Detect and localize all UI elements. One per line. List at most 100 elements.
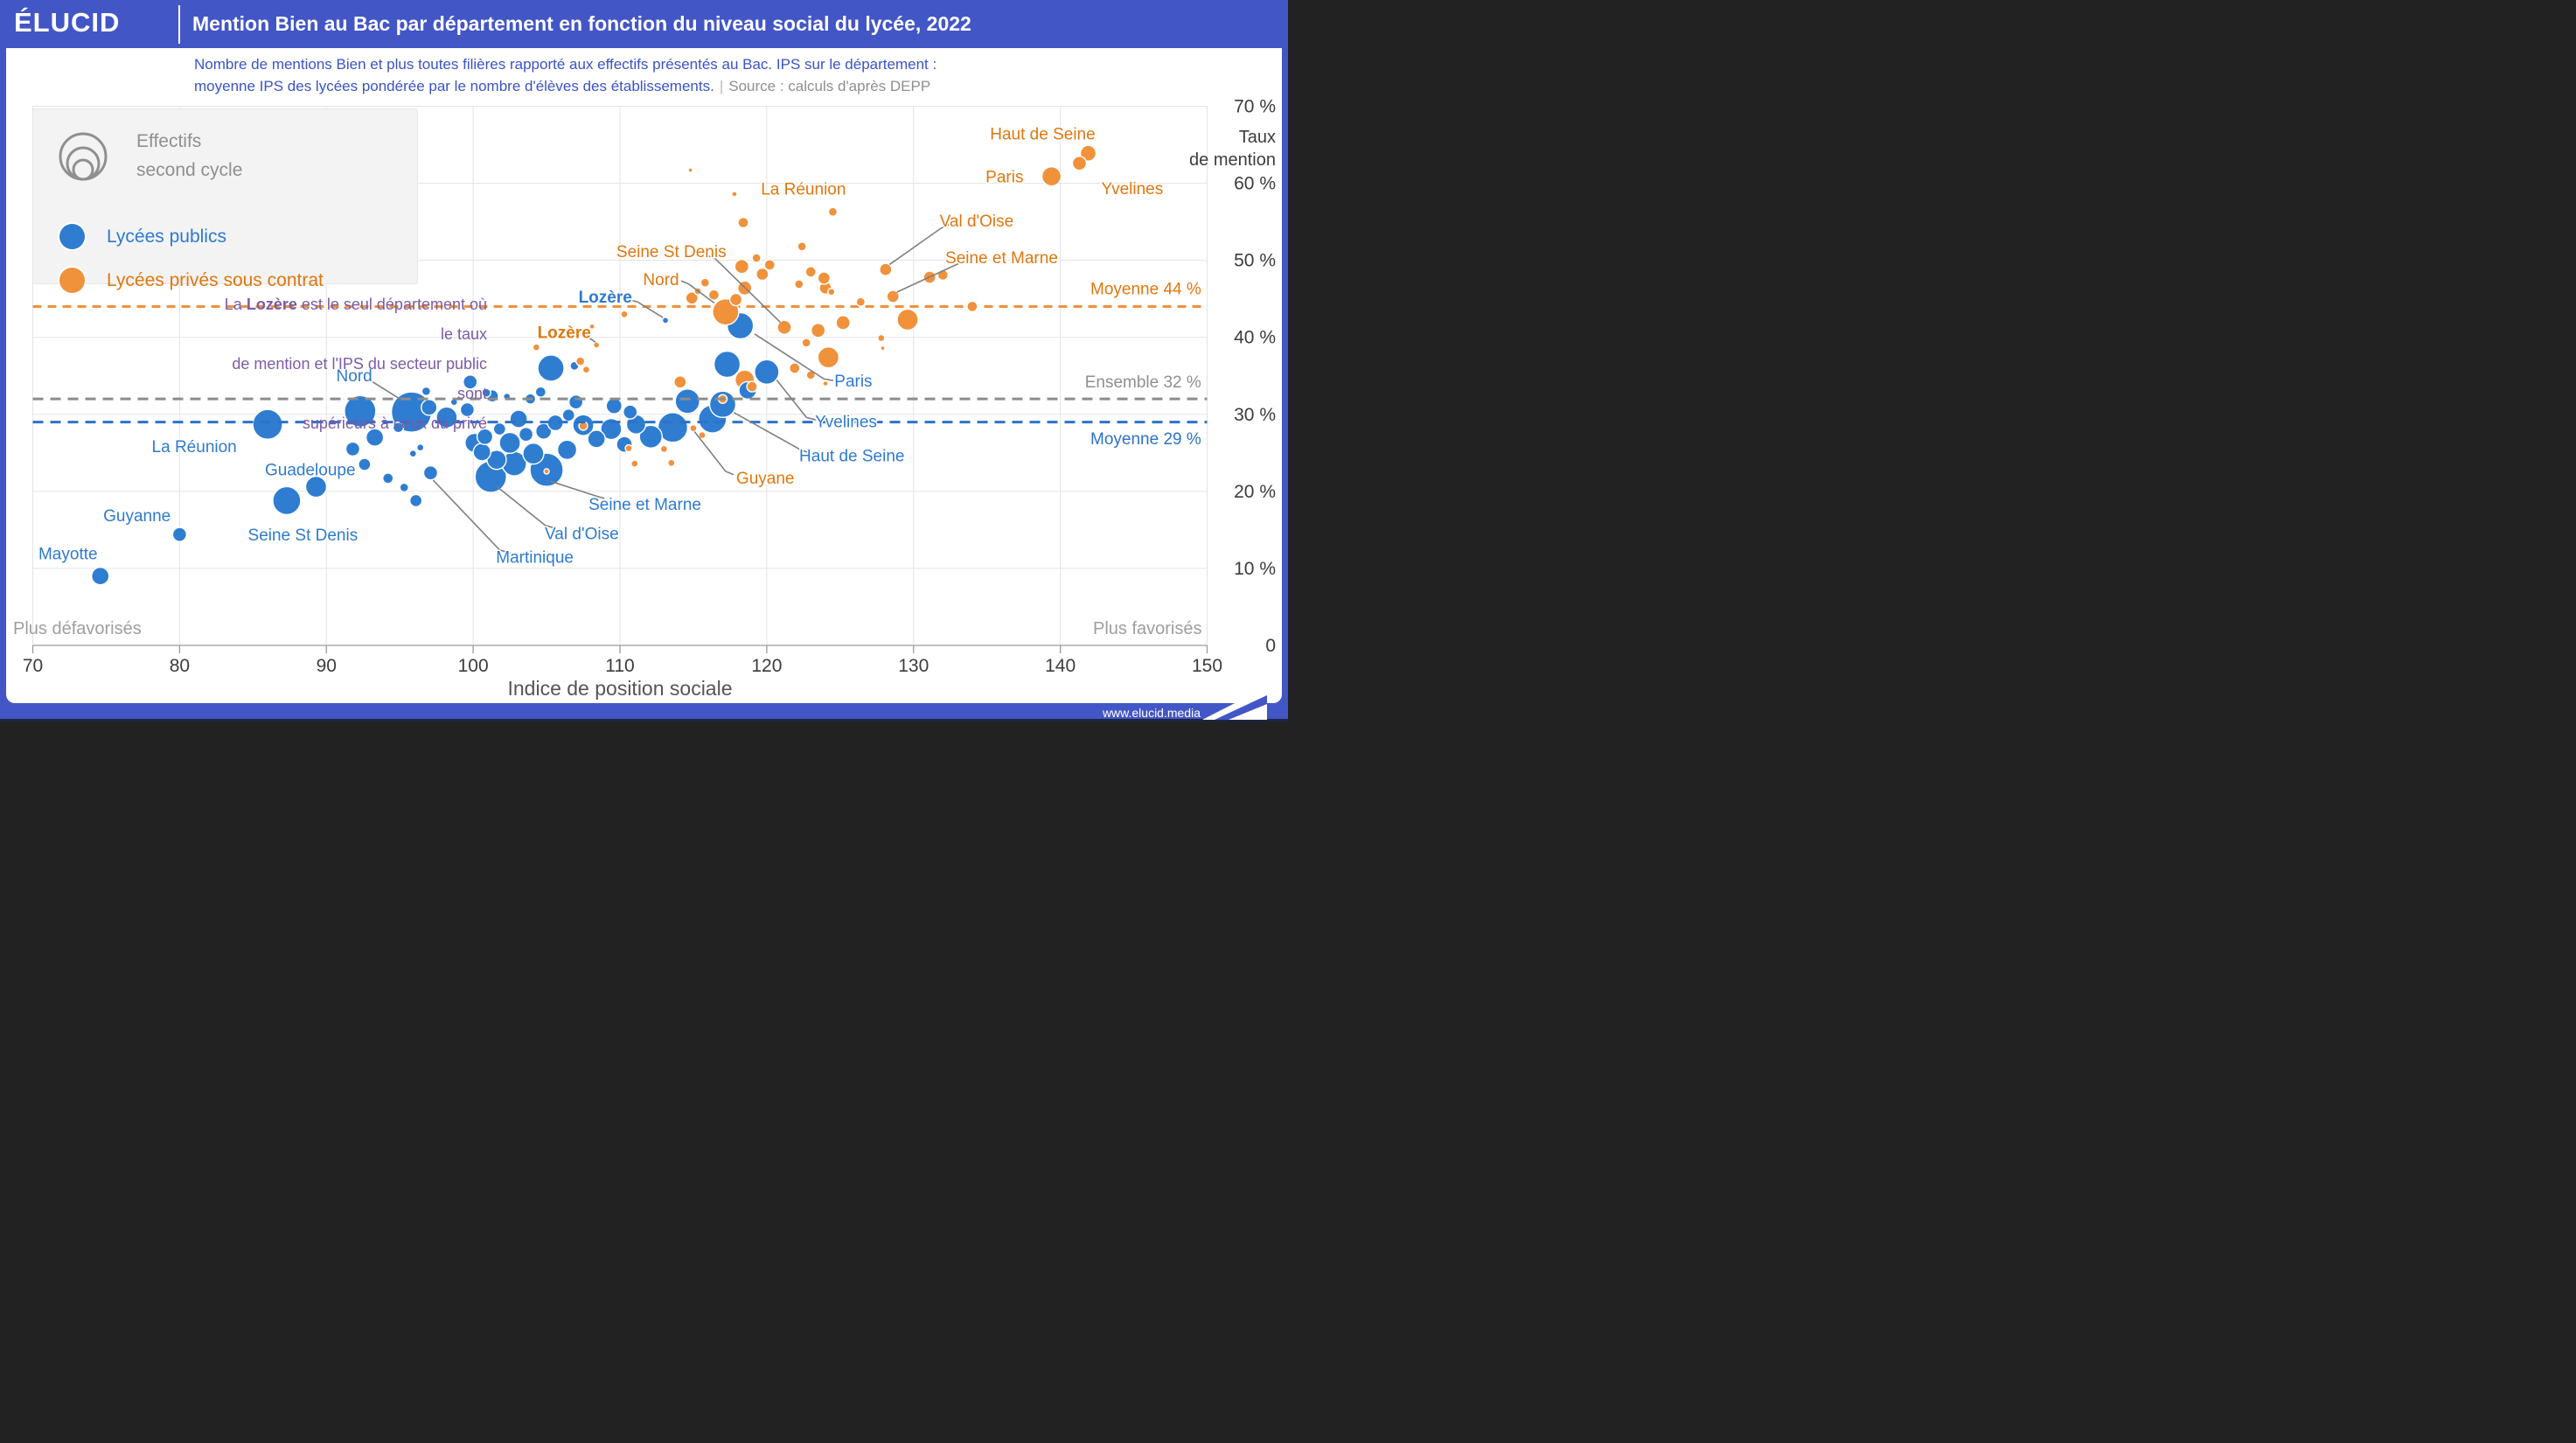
bubble-public xyxy=(344,394,377,428)
bubble-private xyxy=(827,288,836,296)
bubble-private xyxy=(810,323,826,338)
bubble-public xyxy=(345,441,361,457)
leader-line xyxy=(369,380,402,401)
point-label-public: Seine et Marne xyxy=(588,496,701,514)
bubble-chart: 70 80 90 100 110 120 130 140 150 70 % 60 % 50 % 40 %… xyxy=(13,97,1276,701)
bubble-private-la-r-union xyxy=(737,216,749,229)
nested-circles-icon xyxy=(59,132,108,181)
bubble-private xyxy=(624,443,633,453)
leader-line xyxy=(582,334,596,343)
annotation-line3: supérieurs à ceux du privé xyxy=(302,415,487,432)
bubble-public xyxy=(463,374,478,390)
bubble-public xyxy=(392,422,405,434)
subtitle-line2-text: moyenne IPS des lycées pondérée par le n… xyxy=(194,78,714,94)
x-tick-label: 90 xyxy=(317,656,337,676)
bubble-private xyxy=(588,323,595,331)
point-label-private: Guyane xyxy=(736,470,795,488)
bubble-private xyxy=(746,380,758,393)
y-tick-label: 10 % xyxy=(1234,559,1276,579)
y-axis-title: de mention xyxy=(1189,150,1276,170)
leader-line xyxy=(432,479,511,554)
bubble-public xyxy=(518,426,534,443)
bubble-private-paris xyxy=(1041,165,1062,187)
bubble-public xyxy=(492,422,507,436)
bubble-private xyxy=(804,266,817,278)
bubble-public xyxy=(556,439,578,460)
point-label-private: Haut de Seine xyxy=(990,125,1095,143)
legend-box: Effectifs second cycle Lycées publics Ly… xyxy=(32,108,418,293)
bubble-public xyxy=(459,401,476,418)
leader-line xyxy=(734,412,811,454)
bubble-public xyxy=(587,429,606,449)
point-label-private: Val d'Oise xyxy=(940,213,1014,231)
bubble-private xyxy=(698,430,707,440)
reference-line-label: Moyenne 29 % xyxy=(1090,430,1201,449)
bubble-private xyxy=(801,338,811,348)
x-tick-label: 110 xyxy=(605,656,634,676)
point-label-private: Yvelines xyxy=(1101,180,1163,199)
point-label-public: Lozère xyxy=(579,289,632,307)
bubble-private xyxy=(896,308,919,331)
bubble-public-loz-re xyxy=(661,317,670,324)
elucid-logo-mark xyxy=(1202,687,1267,720)
subtitle-line2: moyenne IPS des lycées pondérée par le n… xyxy=(194,75,936,97)
leader-line xyxy=(707,254,781,323)
bubble-private xyxy=(685,291,699,305)
x-tick-label: 70 xyxy=(23,656,43,676)
chart-canvas: 70 80 90 100 110 120 130 140 150 70 % 60 % 50 % 40 %… xyxy=(6,48,1282,703)
bubble-public xyxy=(358,457,372,471)
bubble-private-yvelines xyxy=(1071,155,1088,171)
header-divider xyxy=(178,5,180,44)
bubble-private xyxy=(630,459,639,468)
bubble-private xyxy=(700,277,711,288)
legend-public-label: Lycées publics xyxy=(107,226,226,247)
elucid-logo: ÉLUCID xyxy=(14,7,121,38)
bubble-private xyxy=(673,375,687,389)
bubble-public xyxy=(674,388,700,415)
bubble-public xyxy=(481,387,491,398)
chart-subtitle: Nombre de mentions Bien et plus toutes f… xyxy=(194,53,936,97)
infographic-frame: ÉLUCID Mention Bien au Bac par départeme… xyxy=(0,0,1288,722)
subtitle-separator: | xyxy=(719,78,724,94)
point-label-public: Seine St Denis xyxy=(248,526,359,545)
bubble-private xyxy=(731,191,738,198)
bubble-private xyxy=(877,333,886,343)
bubble-private xyxy=(827,206,839,217)
bubble-public xyxy=(408,493,423,508)
y-tick-label: 30 % xyxy=(1234,405,1276,425)
bubble-public xyxy=(421,386,432,397)
right-note: Plus favorisés xyxy=(1093,619,1202,638)
x-tick-label: 120 xyxy=(751,656,782,676)
bubble-private xyxy=(835,315,851,331)
bubble-public xyxy=(537,354,565,382)
bubble-private xyxy=(667,458,676,467)
bubble-private-nord xyxy=(712,297,740,326)
point-label-public: Haut de Seine xyxy=(799,447,904,465)
bubble-private xyxy=(751,253,762,263)
bubble-private xyxy=(755,267,769,282)
bubble-private-haut-de-seine xyxy=(1079,144,1097,162)
bubble-public xyxy=(638,424,663,450)
leader-line xyxy=(497,486,556,529)
bubble-public-guyanne xyxy=(171,526,188,542)
bubble-private xyxy=(880,345,886,352)
private-dot-icon xyxy=(59,268,85,293)
point-label-private: Nord xyxy=(643,271,679,289)
y-tick-label: 20 % xyxy=(1234,482,1276,502)
bubble-public xyxy=(421,399,438,416)
subtitle-line1: Nombre de mentions Bien et plus toutes f… xyxy=(194,56,937,73)
bubble-private xyxy=(659,444,669,454)
y-tick-label: 60 % xyxy=(1234,174,1276,194)
x-axis-title: Indice de position sociale xyxy=(508,677,733,700)
bubble-private xyxy=(797,241,807,252)
x-tick-label: 80 xyxy=(170,656,190,676)
public-dot-icon xyxy=(59,224,85,249)
bubble-private xyxy=(966,300,978,313)
left-note: Plus défavorisés xyxy=(13,619,142,638)
bubble-public-yvelines xyxy=(754,359,780,386)
bubble-public xyxy=(561,408,575,422)
point-label-private: La Réunion xyxy=(761,181,846,199)
bubble-private xyxy=(822,380,829,387)
bubble-private xyxy=(532,343,541,352)
y-tick-label: 50 % xyxy=(1234,251,1276,271)
